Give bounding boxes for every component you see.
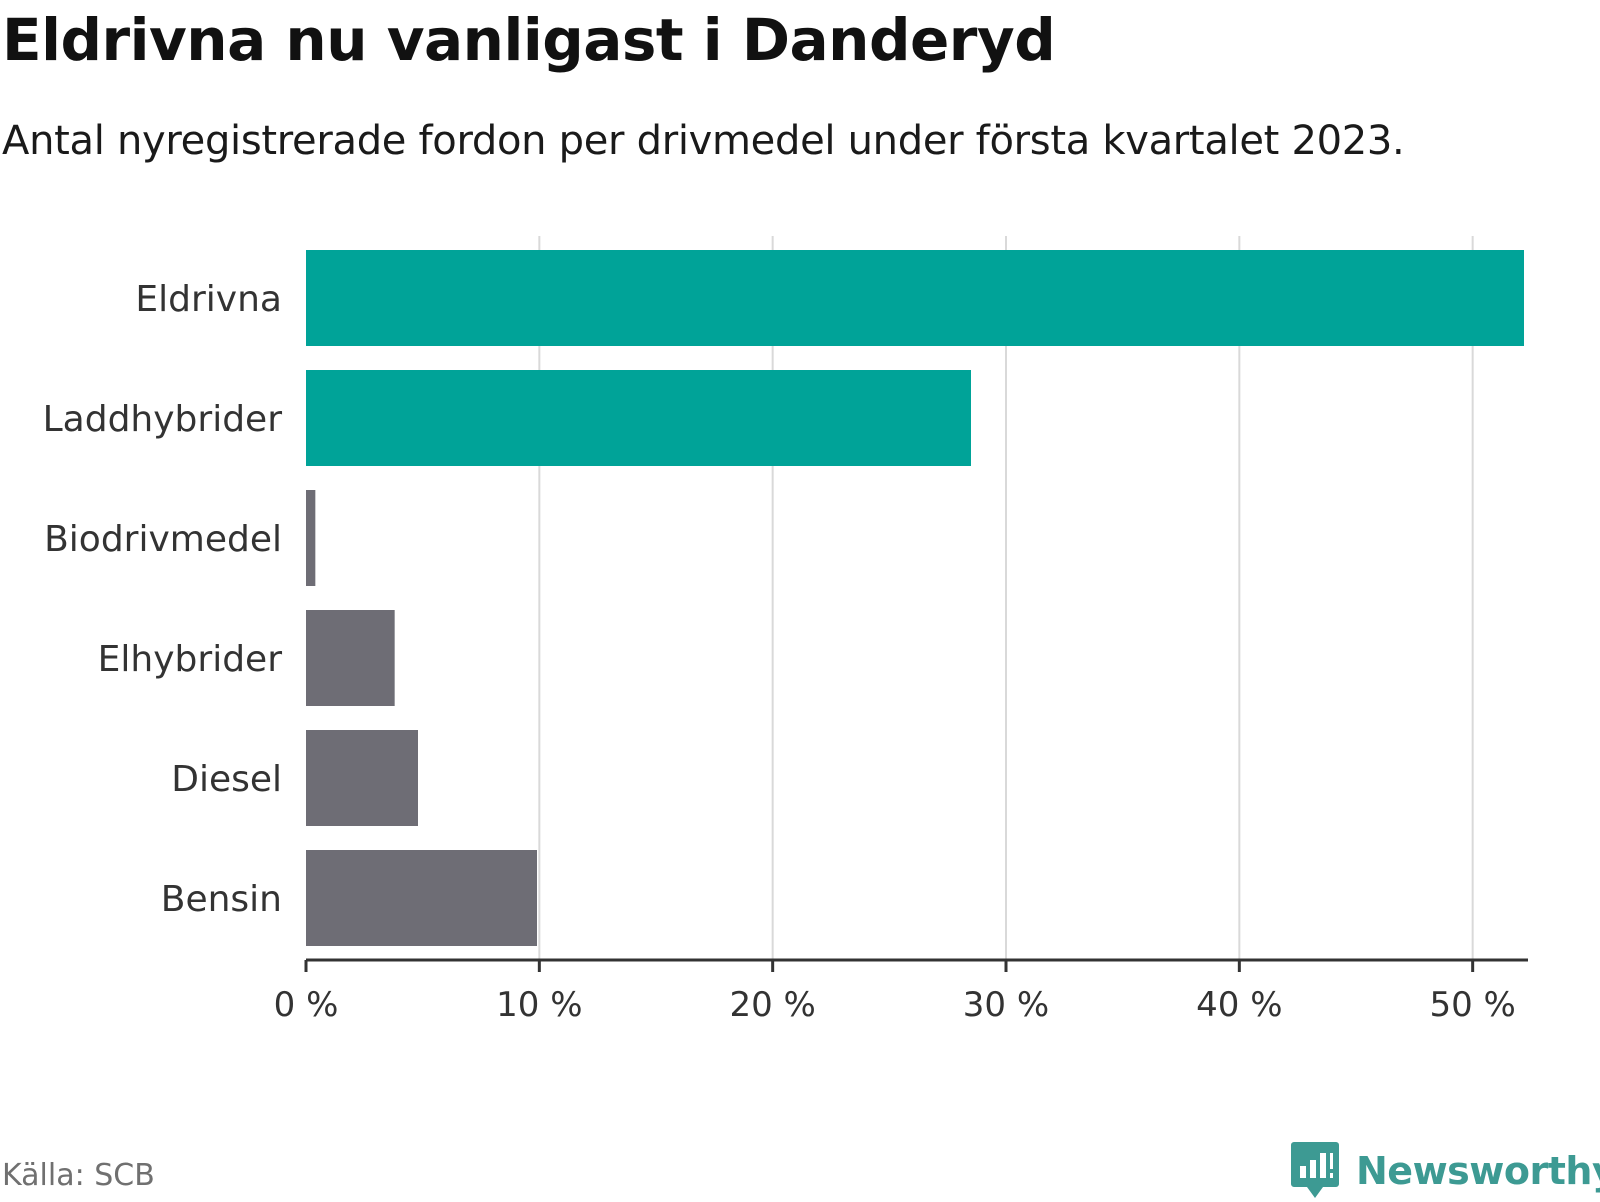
category-label-elhybrider: Elhybrider [98, 639, 283, 680]
x-tick-label-20: 20 % [729, 985, 815, 1025]
bar-eldrivna [306, 250, 1524, 346]
x-tick-label-40: 40 % [1196, 985, 1282, 1025]
brand-logo: Newsworthy [1290, 1140, 1600, 1202]
category-label-bensin: Bensin [161, 879, 282, 920]
bar-biodrivmedel [306, 490, 316, 586]
x-tick-label-0: 0 % [274, 985, 339, 1025]
category-label-eldrivna: Eldrivna [135, 279, 282, 320]
bar-bensin [306, 850, 537, 946]
bar-laddhybrider [306, 370, 971, 466]
x-tick-label-30: 30 % [963, 985, 1049, 1025]
page-title: Eldrivna nu vanligast i Danderyd [2, 6, 1056, 74]
bar-elhybrider [306, 610, 395, 706]
source-note: Källa: SCB [2, 1158, 155, 1193]
x-tick-label-10: 10 % [496, 985, 582, 1025]
category-label-laddhybrider: Laddhybrider [43, 399, 283, 440]
page-subtitle: Antal nyregistrerade fordon per drivmede… [2, 118, 1405, 164]
newsworthy-logo-icon [1291, 1142, 1339, 1198]
bar-diesel [306, 730, 418, 826]
category-label-biodrivmedel: Biodrivmedel [44, 519, 282, 560]
category-label-diesel: Diesel [171, 759, 282, 800]
brand-name: Newsworthy [1356, 1149, 1600, 1193]
x-tick-label-50: 50 % [1429, 985, 1515, 1025]
